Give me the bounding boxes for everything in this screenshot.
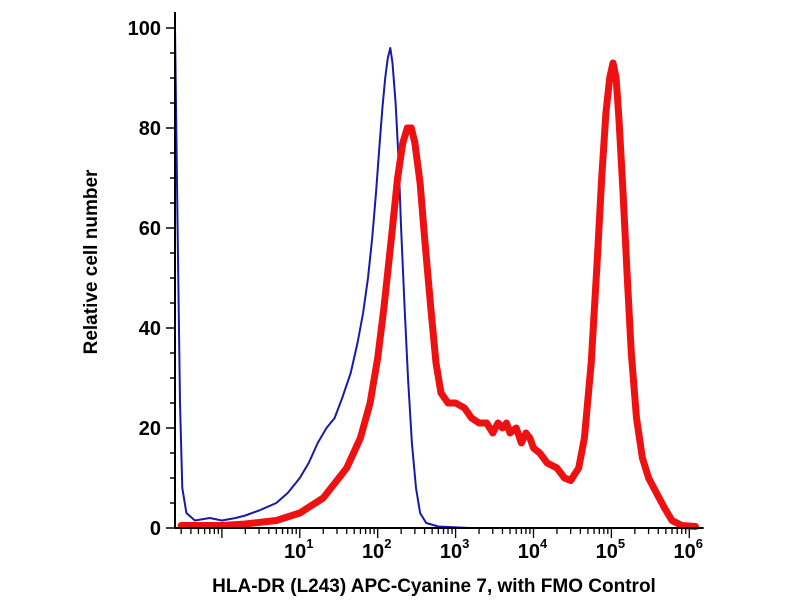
series-layer [174,27,704,530]
x-axis-title: HLA-DR (L243) APC-Cyanine 7, with FMO Co… [212,576,656,597]
y-tick-label: 0 [150,518,161,540]
y-tick-label: 20 [139,418,161,440]
x-tick-label: 106 [674,536,703,563]
y-tick-label: 100 [128,18,161,40]
y-tick-label: 40 [139,318,161,340]
x-tick-label: 101 [284,536,313,563]
y-tick-label: 80 [139,118,161,140]
x-tick-label: 102 [362,536,391,563]
y-tick-label: 60 [139,218,161,240]
x-tick-label: 103 [440,536,469,563]
x-tick-label: 104 [518,536,548,563]
series-line-2 [177,59,699,530]
x-tick-label: 105 [596,536,625,563]
series-line-1 [174,27,704,529]
y-axis-title: Relative cell number [81,169,102,354]
axis-layer: 0 20 40 60 80 100 101 102 103 104 105 106 [128,12,703,563]
